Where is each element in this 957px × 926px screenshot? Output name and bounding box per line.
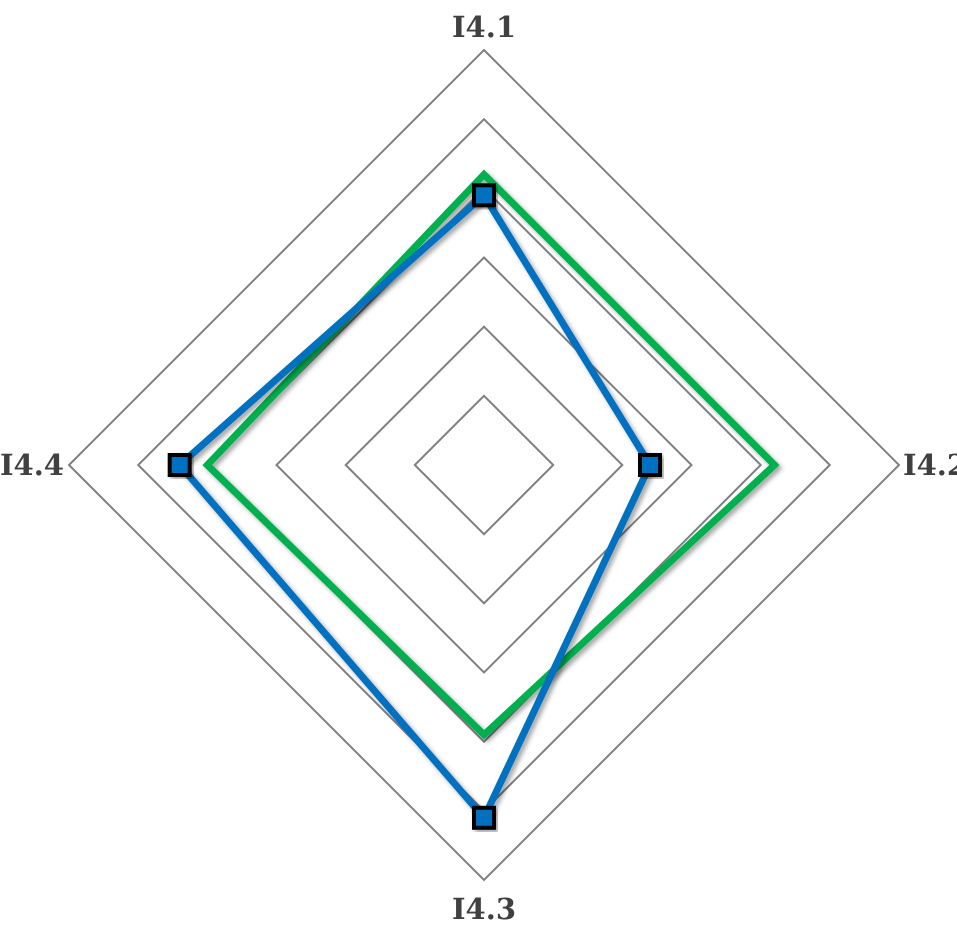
series-2-point-I4.4 [167,453,192,477]
radar-series [174,169,780,825]
grid-ring-5 [136,117,832,813]
grid-ring-4 [205,186,763,744]
grid-ring-6 [67,48,901,882]
axis-label-right: I4.2 [903,448,957,482]
series-2-point-I4.2 [638,453,662,477]
grid-ring-1 [413,394,555,536]
grid-ring-3 [275,256,693,674]
series-2-point-I4.1 [472,183,496,208]
axis-labels: I4.1 I4.2 I4.3 I4.4 [0,10,957,926]
radar-markers [167,183,662,830]
axis-label-bottom: I4.3 [452,892,516,926]
grid-ring-2 [344,325,624,605]
series-1-line [202,169,780,740]
axis-label-left: I4.4 [0,448,64,482]
axis-label-top: I4.1 [452,10,516,44]
series-2-point-I4.3 [472,805,496,830]
